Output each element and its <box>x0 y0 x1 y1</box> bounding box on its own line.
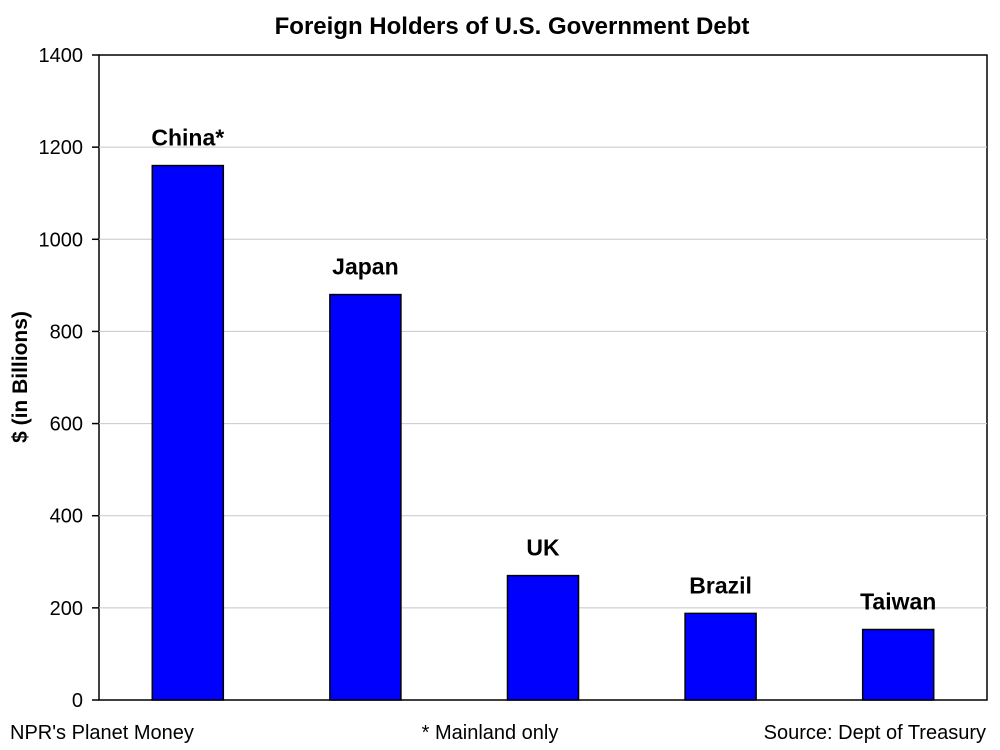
bar <box>329 293 402 701</box>
bar-category-label: Taiwan <box>860 589 936 615</box>
y-tick-label: 1400 <box>39 45 84 67</box>
chart-title: Foreign Holders of U.S. Government Debt <box>275 13 750 40</box>
bar-category-label: UK <box>526 535 560 561</box>
bars <box>151 164 935 701</box>
y-tick-label: 0 <box>72 690 83 712</box>
bar-labels: China* Japan UK Brazil Taiwan <box>151 125 936 615</box>
bar <box>506 574 580 701</box>
y-tick-label: 1200 <box>39 137 84 159</box>
y-axis-ticks: 0 200 400 600 800 1000 1200 1400 <box>39 45 99 712</box>
footer-source: Source: Dept of Treasury <box>764 722 986 744</box>
y-tick-label: 800 <box>50 321 83 343</box>
y-tick-label: 400 <box>50 506 83 528</box>
footer-credit: NPR's Planet Money <box>10 722 194 744</box>
y-axis-label: $ (in Billions) <box>9 311 32 443</box>
bar-category-label: Japan <box>332 254 398 280</box>
bar <box>684 612 757 701</box>
bar <box>151 164 225 701</box>
bar-category-label: China* <box>151 125 224 151</box>
y-tick-label: 1000 <box>39 229 84 251</box>
bar <box>861 628 935 701</box>
y-tick-label: 600 <box>50 414 83 436</box>
grid-lines <box>99 146 987 609</box>
y-tick-label: 200 <box>50 598 83 620</box>
bar-category-label: Brazil <box>689 572 752 598</box>
footer-note: * Mainland only <box>422 722 559 744</box>
